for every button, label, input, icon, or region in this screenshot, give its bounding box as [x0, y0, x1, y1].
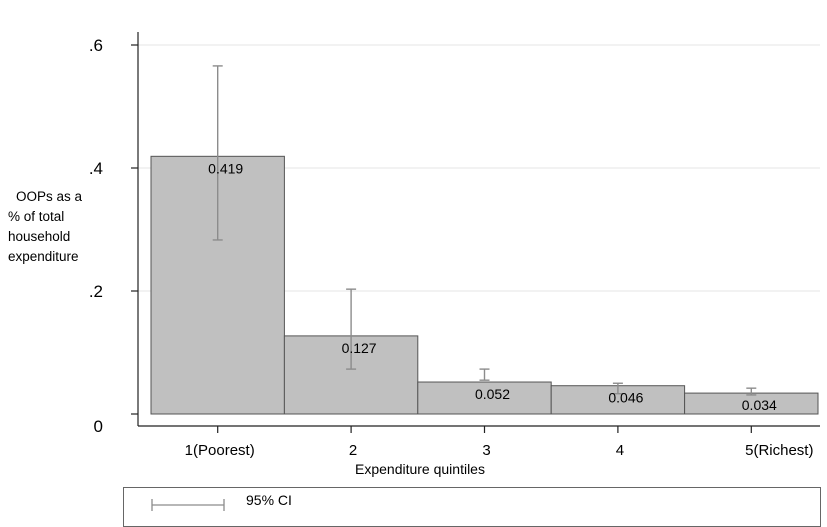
value-label: 0.419: [208, 160, 243, 176]
y-ticks: 0 .2 .4 .6: [89, 36, 138, 436]
error-bar: [746, 387, 757, 396]
y-tick-label: .4: [89, 159, 103, 178]
x-tick-label: 5(Richest): [745, 442, 813, 459]
error-bar: [212, 65, 223, 241]
error-bar: [479, 368, 490, 381]
y-axis-label: OOPs as a % of total household expenditu…: [8, 187, 118, 267]
legend: 95% CI: [123, 487, 821, 527]
x-axis-label: Expenditure quintiles: [355, 461, 485, 477]
y-axis-label-line: household: [8, 229, 71, 244]
x-tick-label: 2: [349, 442, 357, 459]
y-tick-label: 0: [94, 417, 103, 436]
x-tick-label: 4: [616, 442, 624, 459]
bar-chart: 0.419 0.127 0.052 0.046 0.034 0 .2 .4 .6 1(Poor…: [88, 32, 820, 477]
error-bars: [212, 65, 757, 396]
x-tick-label: 3: [482, 442, 490, 459]
error-bar: [612, 382, 623, 395]
value-label: 0.052: [475, 386, 510, 402]
value-label: 0.034: [742, 397, 777, 413]
y-axis-label-line: expenditure: [8, 249, 79, 264]
y-tick-label: .6: [89, 36, 103, 55]
x-ticks: 1(Poorest) 2 3 4 5(Richest): [185, 426, 813, 459]
value-label: 0.127: [342, 340, 377, 356]
y-axis-label-line: OOPs as a: [16, 189, 83, 204]
x-tick-label: 1(Poorest): [185, 442, 255, 459]
error-bar: [346, 288, 357, 370]
axes: [137, 32, 820, 427]
y-axis-label-line: % of total: [8, 209, 65, 224]
value-labels: 0.419 0.127 0.052 0.046 0.034: [208, 160, 777, 413]
legend-label: 95% CI: [246, 492, 292, 508]
ci-legend-icon: [151, 499, 225, 511]
y-tick-label: .2: [89, 282, 103, 301]
value-label: 0.046: [608, 390, 643, 406]
